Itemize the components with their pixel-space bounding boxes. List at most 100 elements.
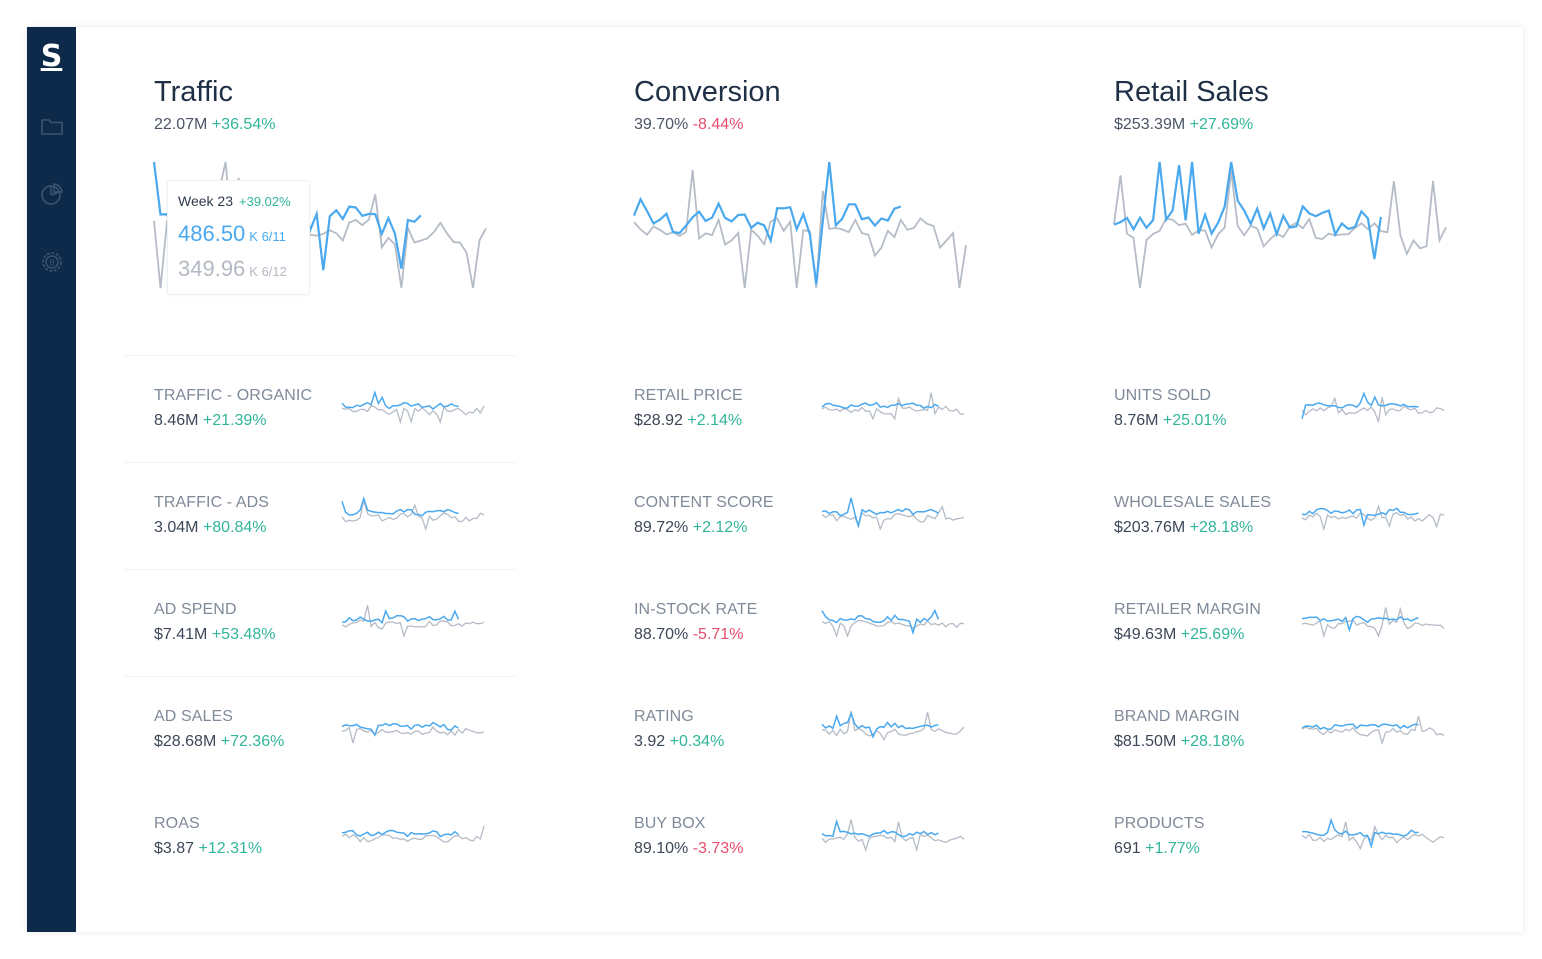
previous-period-line [341,726,485,744]
metric-sparkline [341,390,485,424]
metric-label: ROAS [154,815,200,832]
current-period-line [821,711,939,739]
current-period-line [1301,615,1419,633]
current-period-line [821,497,939,529]
metric-sparkline [1301,606,1445,638]
metric-label: TRAFFIC - ADS [154,494,270,511]
current-period-line [1113,161,1382,260]
metric-sparkline [821,710,965,742]
divider [124,676,516,677]
current-period-line [1301,507,1419,528]
current-period-line [632,161,902,285]
metric-value: $7.41M +53.48% [154,626,276,643]
previous-period-line [341,500,485,531]
previous-period-line [1301,504,1445,531]
column-title: Conversion [634,76,781,108]
metric-value: 3.04M +80.84% [154,519,267,536]
conversion-main-chart[interactable] [630,160,970,290]
metric-label: PRODUCTS [1114,815,1205,832]
previous-period-line [821,392,964,421]
column-total: 39.70% -8.44% [634,116,744,133]
previous-period-line [1113,170,1447,289]
divider [124,569,516,570]
app-logo[interactable]: S [40,39,63,74]
metric-sparkline [341,825,485,843]
metric-label: AD SALES [154,708,234,725]
current-period-line [1301,391,1419,419]
previous-period-line [821,619,965,638]
previous-period-line [821,504,965,531]
tooltip-previous-value: 349.96 K 6/12 [178,256,287,281]
metric-value: $3.87 +12.31% [154,840,263,857]
previous-period-line [633,169,967,289]
column-total: $253.39M +27.69% [1114,116,1254,133]
metric-label: CONTENT SCORE [634,494,774,511]
metric-value: $28.68M +72.36% [154,733,285,750]
previous-period-line [341,825,485,843]
metric-value: 8.76M +25.01% [1114,412,1227,429]
previous-period-line [1301,606,1445,638]
metric-value: 89.72% +2.12% [634,519,748,536]
column-title: Retail Sales [1114,76,1269,108]
metric-sparkline [341,605,485,638]
tooltip-current-value: 486.50 K 6/11 [178,221,286,246]
pie-chart-icon[interactable] [37,179,67,209]
previous-period-line [1301,716,1445,745]
column-title: Traffic [154,76,233,108]
metric-sparkline [821,497,965,531]
current-period-line [1301,817,1419,849]
previous-period-line [341,605,485,638]
svg-text:B: B [49,259,55,268]
metric-sparkline [1301,817,1445,851]
metric-sparkline [341,721,485,744]
current-period-line [821,608,940,636]
metric-label: TRAFFIC - ORGANIC [154,387,313,404]
previous-period-line [341,405,485,424]
metric-value: $203.76M +28.18% [1114,519,1254,536]
sidebar: S B [27,27,76,932]
metric-label: AD SPEND [154,601,237,618]
metric-label: BRAND MARGIN [1114,708,1240,725]
current-period-line [821,818,939,838]
metric-label: RETAILER MARGIN [1114,601,1261,618]
metric-value: 691 +1.77% [1114,840,1200,857]
metric-sparkline [341,496,485,531]
metric-sparkline [821,608,965,638]
metric-sparkline [821,818,965,852]
current-period-line [341,496,459,517]
current-period-line [341,721,459,737]
column-total: 22.07M +36.54% [154,116,276,133]
metric-value: 89.10% -3.73% [634,840,744,857]
settings-icon[interactable]: B [37,247,67,277]
metric-sparkline [1301,504,1445,531]
current-period-line [821,401,939,410]
metric-label: WHOLESALE SALES [1114,494,1272,511]
metric-label: RETAIL PRICE [634,387,743,404]
previous-period-line [1301,396,1445,423]
divider [124,355,516,356]
previous-period-line [821,819,965,852]
current-period-line [341,390,459,410]
retail-sales-main-chart[interactable] [1110,160,1450,290]
metric-sparkline [821,392,964,421]
current-period-line [341,608,460,625]
metric-sparkline [1301,716,1445,745]
previous-period-line [821,710,965,742]
metric-value: $49.63M +25.69% [1114,626,1245,643]
metric-label: UNITS SOLD [1114,387,1212,404]
current-period-line [1301,723,1419,731]
metric-label: IN-STOCK RATE [634,601,758,618]
folder-icon[interactable] [37,111,67,141]
divider [124,462,516,463]
metric-label: BUY BOX [634,815,706,832]
metric-value: 88.70% -5.71% [634,626,744,643]
metric-sparkline [1301,391,1445,423]
chart-tooltip: Week 23 +39.02% 486.50 K 6/11 349.96 K 6/12 [167,180,310,295]
current-period-line [341,829,459,838]
metric-value: 3.92 +0.34% [634,733,725,750]
tooltip-week: Week 23 +39.02% [178,193,291,209]
app-frame: S B [27,27,1523,932]
previous-period-line [1301,821,1445,851]
metric-value: $28.92 +2.14% [634,412,743,429]
metric-label: RATING [634,708,694,725]
